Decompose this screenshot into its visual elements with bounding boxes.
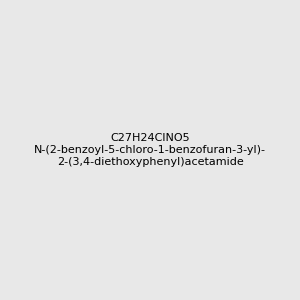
Text: C27H24ClNO5
N-(2-benzoyl-5-chloro-1-benzofuran-3-yl)-
2-(3,4-diethoxyphenyl)acet: C27H24ClNO5 N-(2-benzoyl-5-chloro-1-benz…	[34, 134, 266, 166]
